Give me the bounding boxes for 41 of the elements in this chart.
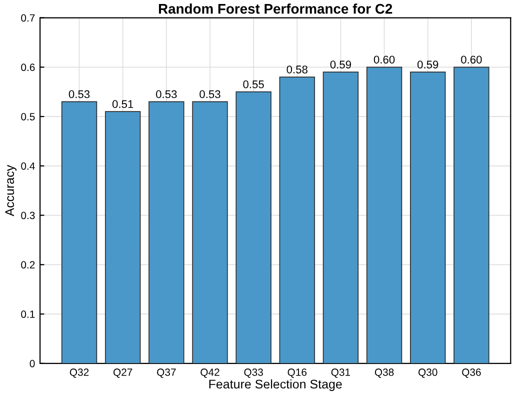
bar (192, 101, 228, 364)
y-tick-label: 0.7 (21, 14, 35, 22)
x-tick-label: Q16 (288, 368, 307, 378)
x-tick-label: Q27 (113, 368, 132, 378)
x-axis-title: Feature Selection Stage (209, 379, 342, 392)
y-axis-title: Accuracy (5, 164, 17, 216)
data-label: 0.59 (417, 60, 438, 68)
y-tick-label: 0.5 (21, 113, 35, 120)
data-label: 0.53 (68, 90, 90, 98)
y-tick-label: 0.2 (21, 261, 35, 269)
x-tick-label: Q30 (418, 368, 438, 378)
data-label: 0.53 (156, 90, 177, 98)
x-tick-label: Q31 (331, 368, 350, 378)
x-tick-label: Q36 (462, 368, 481, 378)
data-label: 0.58 (286, 66, 308, 74)
y-tick-label: 0 (30, 360, 35, 368)
bar (148, 101, 184, 364)
y-tick-label: 0.6 (21, 64, 35, 72)
data-label: 0.59 (330, 60, 351, 68)
y-tick-label: 0.1 (21, 310, 35, 318)
data-label: 0.55 (243, 80, 264, 88)
data-label: 0.53 (200, 90, 220, 98)
data-label: 0.60 (374, 56, 395, 64)
bar (279, 76, 315, 364)
bar (454, 66, 490, 364)
bar (236, 91, 272, 364)
x-tick-label: Q38 (374, 368, 394, 378)
bar (410, 72, 446, 364)
y-tick-label: 0.4 (21, 162, 35, 170)
x-tick-label: Q37 (157, 368, 176, 378)
chart-title: Random Forest Performance for C2 (158, 4, 392, 14)
bar (104, 111, 141, 364)
y-tick-label: 0.3 (21, 212, 35, 220)
data-label: 0.60 (461, 56, 482, 64)
bar (366, 66, 402, 364)
x-tick-label: Q32 (70, 368, 89, 378)
x-tick-label: Q33 (244, 368, 263, 378)
data-label: 0.51 (112, 100, 134, 108)
bar (61, 101, 98, 364)
bar (322, 72, 359, 364)
x-tick-label: Q42 (200, 368, 220, 378)
